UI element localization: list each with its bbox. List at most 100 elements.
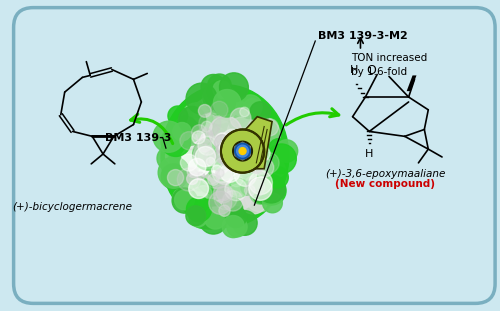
Text: O: O [366, 64, 376, 77]
Circle shape [244, 174, 266, 197]
Circle shape [244, 131, 259, 146]
FancyBboxPatch shape [14, 7, 495, 304]
Circle shape [220, 148, 240, 168]
Circle shape [212, 138, 240, 165]
Circle shape [206, 190, 235, 219]
Circle shape [194, 144, 214, 166]
Circle shape [239, 148, 246, 155]
Circle shape [173, 123, 191, 141]
Circle shape [222, 197, 242, 218]
Circle shape [261, 119, 278, 136]
Circle shape [222, 186, 248, 212]
Circle shape [234, 102, 248, 116]
Circle shape [236, 147, 250, 160]
Circle shape [192, 131, 205, 144]
Circle shape [216, 94, 233, 111]
Circle shape [186, 197, 212, 222]
Circle shape [249, 180, 274, 204]
Circle shape [230, 179, 248, 198]
Circle shape [258, 152, 279, 173]
Circle shape [218, 143, 239, 164]
Circle shape [211, 170, 228, 187]
Circle shape [222, 179, 240, 196]
Text: H: H [365, 149, 374, 159]
Text: TON increased
by 1.6-fold: TON increased by 1.6-fold [350, 53, 427, 77]
Circle shape [235, 145, 254, 164]
Circle shape [214, 145, 236, 167]
Circle shape [204, 85, 225, 106]
Circle shape [214, 184, 233, 203]
Circle shape [212, 165, 222, 176]
Circle shape [232, 148, 240, 157]
Circle shape [214, 142, 246, 173]
Circle shape [228, 159, 242, 173]
Circle shape [172, 188, 197, 213]
Circle shape [197, 165, 226, 194]
Text: BM3 139-3-M2: BM3 139-3-M2 [318, 31, 408, 41]
Circle shape [214, 157, 236, 180]
Circle shape [206, 142, 229, 165]
Circle shape [216, 169, 224, 177]
Circle shape [204, 147, 219, 163]
Circle shape [206, 157, 215, 166]
Circle shape [211, 159, 230, 178]
Circle shape [234, 165, 256, 186]
Circle shape [203, 132, 227, 156]
Circle shape [216, 150, 235, 168]
Circle shape [216, 205, 234, 223]
Circle shape [188, 167, 198, 177]
Circle shape [218, 152, 236, 169]
Circle shape [224, 162, 234, 171]
Circle shape [198, 139, 211, 152]
Circle shape [254, 158, 274, 177]
Circle shape [180, 154, 198, 171]
Circle shape [180, 146, 212, 178]
Circle shape [218, 140, 237, 159]
Circle shape [217, 197, 244, 223]
Circle shape [222, 129, 242, 149]
Circle shape [198, 104, 211, 117]
Circle shape [216, 147, 232, 164]
Circle shape [210, 132, 242, 164]
Circle shape [212, 91, 236, 114]
Circle shape [199, 113, 220, 135]
Circle shape [210, 148, 234, 171]
Circle shape [178, 144, 213, 179]
Polygon shape [406, 76, 416, 91]
Circle shape [220, 145, 236, 161]
Circle shape [212, 127, 224, 139]
Circle shape [244, 99, 262, 116]
Circle shape [225, 178, 247, 201]
Circle shape [188, 158, 206, 176]
Circle shape [226, 147, 256, 177]
Circle shape [181, 103, 212, 134]
Circle shape [174, 116, 198, 140]
Circle shape [214, 90, 241, 117]
Circle shape [214, 187, 237, 210]
Circle shape [210, 152, 224, 167]
Circle shape [216, 147, 234, 165]
Circle shape [224, 142, 256, 174]
Circle shape [190, 188, 207, 206]
Circle shape [230, 172, 248, 191]
Text: (+)-3,6-epoxymaaliane: (+)-3,6-epoxymaaliane [325, 169, 445, 179]
Circle shape [220, 153, 230, 163]
Circle shape [215, 133, 230, 148]
Circle shape [208, 81, 230, 103]
Circle shape [216, 186, 231, 201]
Circle shape [161, 164, 186, 189]
Circle shape [206, 138, 227, 159]
Circle shape [220, 163, 240, 182]
Circle shape [158, 157, 190, 188]
Circle shape [192, 125, 207, 140]
Circle shape [230, 108, 251, 129]
Circle shape [206, 133, 240, 168]
Circle shape [198, 137, 219, 159]
Circle shape [217, 147, 236, 166]
Circle shape [214, 135, 230, 150]
Circle shape [241, 181, 256, 195]
Circle shape [212, 199, 232, 219]
Circle shape [269, 139, 287, 157]
Circle shape [188, 147, 209, 168]
Text: BM3 139-3: BM3 139-3 [105, 133, 172, 143]
